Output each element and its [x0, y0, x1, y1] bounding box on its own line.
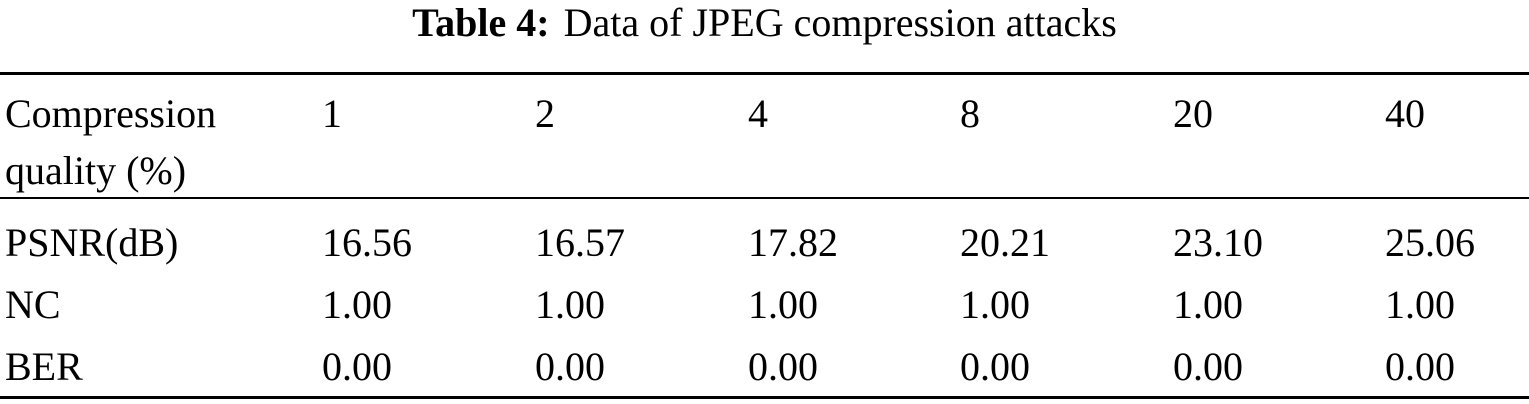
data-cell: 0.00 — [1173, 344, 1243, 389]
table-caption: Table 4: Data of JPEG compression attacks — [0, 0, 1529, 46]
header-rule — [0, 197, 1529, 199]
header-cell: 20 — [1173, 91, 1213, 136]
data-cell: 20.21 — [960, 220, 1050, 265]
header-label: Compression quality (%) — [5, 91, 217, 193]
data-cell: 1.00 — [535, 282, 605, 327]
data-cell: 16.57 — [535, 220, 625, 265]
data-cell: 23.10 — [1173, 220, 1263, 265]
bottom-rule — [0, 396, 1529, 399]
data-cell: 1.00 — [960, 282, 1030, 327]
data-cell: 1.00 — [322, 282, 392, 327]
header-cell: 4 — [748, 91, 768, 136]
data-cell: 17.82 — [748, 220, 838, 265]
data-cell: 16.56 — [322, 220, 412, 265]
caption-text: Data of JPEG compression attacks — [563, 0, 1117, 45]
data-cell: 1.00 — [1385, 282, 1455, 327]
header-cell: 1 — [322, 91, 342, 136]
header-cell: 2 — [535, 91, 555, 136]
row-label: BER — [5, 344, 83, 389]
data-cell: 1.00 — [1173, 282, 1243, 327]
data-cell: 0.00 — [1385, 344, 1455, 389]
row-label: PSNR(dB) — [5, 220, 179, 265]
data-cell: 1.00 — [748, 282, 818, 327]
data-cell: 0.00 — [535, 344, 605, 389]
data-cell: 25.06 — [1385, 220, 1475, 265]
data-cell: 0.00 — [960, 344, 1030, 389]
data-cell: 0.00 — [748, 344, 818, 389]
caption-label: Table 4: — [412, 0, 550, 45]
row-label: NC — [5, 282, 61, 327]
top-rule — [0, 72, 1529, 75]
data-cell: 0.00 — [322, 344, 392, 389]
header-cell: 40 — [1385, 91, 1425, 136]
header-cell: 8 — [960, 91, 980, 136]
